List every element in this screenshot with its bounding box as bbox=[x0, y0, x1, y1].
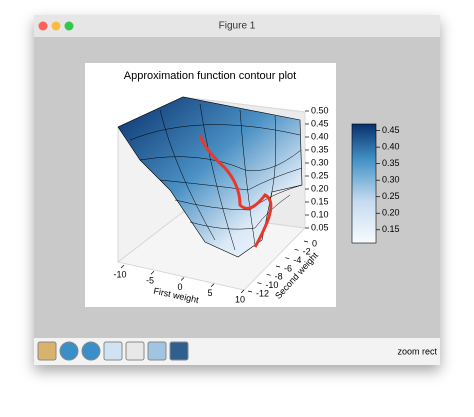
zoom-button[interactable] bbox=[64, 21, 74, 31]
minimize-button[interactable] bbox=[51, 21, 61, 31]
cticks-label: 0.30 bbox=[382, 175, 400, 185]
cticks-label: 0.15 bbox=[382, 224, 400, 234]
xticks-label: 10 bbox=[235, 294, 245, 304]
grid-curve bbox=[269, 115, 277, 201]
cticks-label: 0.20 bbox=[382, 208, 400, 218]
pan-button[interactable] bbox=[103, 341, 123, 361]
yticks-label: -12 bbox=[256, 288, 269, 298]
cticks-label: 0.35 bbox=[382, 158, 400, 168]
yticks-label: 0 bbox=[312, 238, 317, 248]
trajectory bbox=[198, 134, 273, 248]
window-title: Figure 1 bbox=[219, 21, 256, 32]
toolbar bbox=[34, 338, 440, 365]
xticks-label: -5 bbox=[146, 276, 154, 286]
grid-curve bbox=[199, 103, 236, 251]
yticks-label: -6 bbox=[284, 263, 292, 273]
yticks-label: -10 bbox=[265, 280, 278, 290]
zticks-label: 0.40 bbox=[311, 131, 329, 141]
xticks-label: -10 bbox=[113, 269, 126, 279]
title-bar bbox=[34, 15, 440, 37]
toolbar-message: zoom rect bbox=[397, 346, 437, 356]
yticks-label: -2 bbox=[303, 247, 311, 257]
surface-grid bbox=[129, 103, 303, 251]
zticks-label: 0.10 bbox=[311, 209, 329, 219]
xticks-label: 0 bbox=[177, 282, 182, 292]
yticks-label: -8 bbox=[275, 272, 283, 282]
tick-mark bbox=[247, 290, 253, 293]
cticks-label: 0.45 bbox=[382, 125, 400, 135]
forward-button[interactable] bbox=[81, 341, 101, 361]
zoom-button[interactable] bbox=[125, 341, 145, 361]
grid-curve bbox=[159, 109, 216, 241]
tick-mark bbox=[275, 265, 281, 268]
back-button[interactable] bbox=[59, 341, 79, 361]
grid-curve bbox=[239, 109, 256, 246]
tick-mark bbox=[266, 273, 271, 276]
zticks-label: 0.30 bbox=[311, 157, 329, 167]
grid-curve bbox=[189, 194, 291, 230]
subplots-button[interactable] bbox=[147, 341, 167, 361]
zticks-label: 0.35 bbox=[311, 144, 329, 154]
colorbar bbox=[351, 123, 377, 244]
grid-curve bbox=[139, 149, 302, 172]
tick-mark bbox=[240, 289, 245, 294]
zticks-label: 0.05 bbox=[311, 222, 329, 232]
tick-mark bbox=[180, 277, 185, 281]
zticks-label: 0.45 bbox=[311, 118, 329, 128]
tick-mark bbox=[210, 283, 215, 287]
zticks-label: 0.15 bbox=[311, 196, 329, 206]
tick-mark bbox=[257, 282, 262, 285]
tick-mark bbox=[150, 271, 155, 275]
tick-mark bbox=[285, 257, 290, 260]
cticks-label: 0.40 bbox=[382, 142, 400, 152]
tick-mark bbox=[120, 264, 125, 269]
chart-title: Approximation function contour plot bbox=[124, 70, 296, 82]
cticks-label: 0.25 bbox=[382, 191, 400, 201]
zticks-label: 0.50 bbox=[311, 105, 329, 115]
home-button[interactable] bbox=[37, 341, 57, 361]
tick-mark bbox=[303, 240, 309, 243]
grid-curve bbox=[129, 124, 301, 141]
save-button[interactable] bbox=[169, 341, 189, 361]
zticks-label: 0.25 bbox=[311, 170, 329, 180]
xticks-label: 5 bbox=[207, 288, 212, 298]
close-button[interactable] bbox=[38, 21, 48, 31]
zticks-label: 0.20 bbox=[311, 183, 329, 193]
yticks-label: -4 bbox=[293, 255, 301, 265]
tick-mark bbox=[294, 248, 299, 251]
toolbar-buttons bbox=[37, 341, 189, 361]
